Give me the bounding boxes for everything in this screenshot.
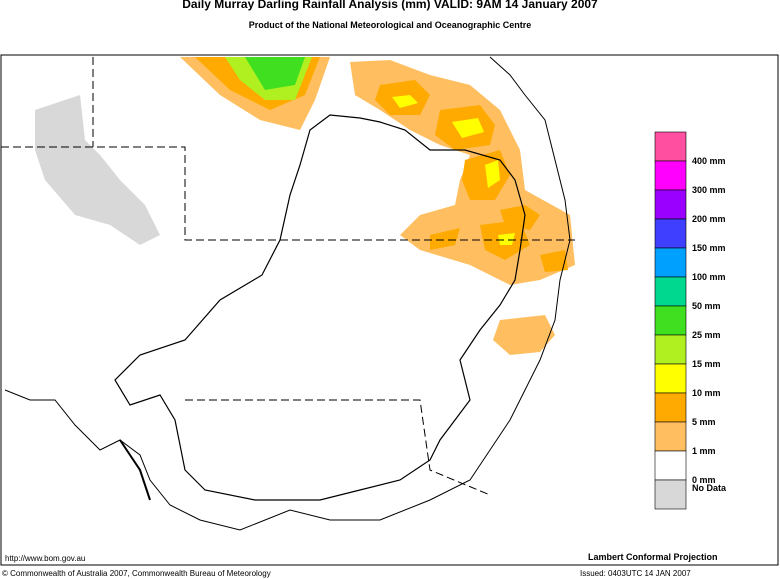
legend-label: No Data [692, 483, 727, 493]
legend-label: 25 mm [692, 330, 721, 340]
legend-swatch [654, 247, 687, 278]
legend-swatch [654, 218, 687, 249]
rain-area [500, 205, 540, 230]
legend-swatch [654, 160, 687, 191]
legend-swatch [654, 131, 687, 162]
legend-label: 400 mm [692, 156, 726, 166]
legend-label: 15 mm [692, 359, 721, 369]
title: Daily Murray Darling Rainfall Analysis (… [182, 0, 598, 11]
legend-label: 0 mm [692, 475, 716, 485]
legend-swatch [654, 334, 687, 365]
basin-boundary [114, 114, 526, 501]
coastline [4, 56, 571, 531]
map-frame [0, 54, 779, 566]
rain-area [392, 95, 515, 245]
legend-label: 1 mm [692, 446, 716, 456]
copyright: © Commonwealth of Australia 2007, Common… [2, 569, 271, 578]
legend-swatch [654, 479, 687, 510]
legend-label: 10 mm [692, 388, 721, 398]
legend-swatch [654, 189, 687, 220]
legend-label: 200 mm [692, 214, 726, 224]
legend-label: 150 mm [692, 243, 726, 253]
state-border [1, 57, 575, 496]
legend-swatch [654, 276, 687, 307]
issued: Issued: 0403UTC 14 JAN 2007 [580, 569, 691, 578]
no-data-area [35, 95, 160, 245]
legend-swatch [654, 363, 687, 394]
projection: Lambert Conformal Projection [588, 552, 718, 562]
legend-label: 5 mm [692, 417, 716, 427]
legend-swatch [654, 305, 687, 336]
legend-swatch [654, 450, 687, 481]
legend: 400 mm 300 mm 200 mm 150 mm 100 mm 50 mm 25 mm… [654, 131, 727, 510]
url: http://www.bom.gov.au [5, 554, 85, 563]
rain-area [245, 57, 305, 90]
rain-area [493, 315, 555, 355]
coastline [119, 439, 151, 501]
legend-label: 300 mm [692, 185, 726, 195]
legend-label: 50 mm [692, 301, 721, 311]
subtitle: Product of the National Meteorological a… [249, 20, 532, 30]
legend-swatch [654, 392, 687, 423]
map [1, 56, 575, 531]
legend-label: 100 mm [692, 272, 726, 282]
legend-swatch [654, 421, 687, 452]
